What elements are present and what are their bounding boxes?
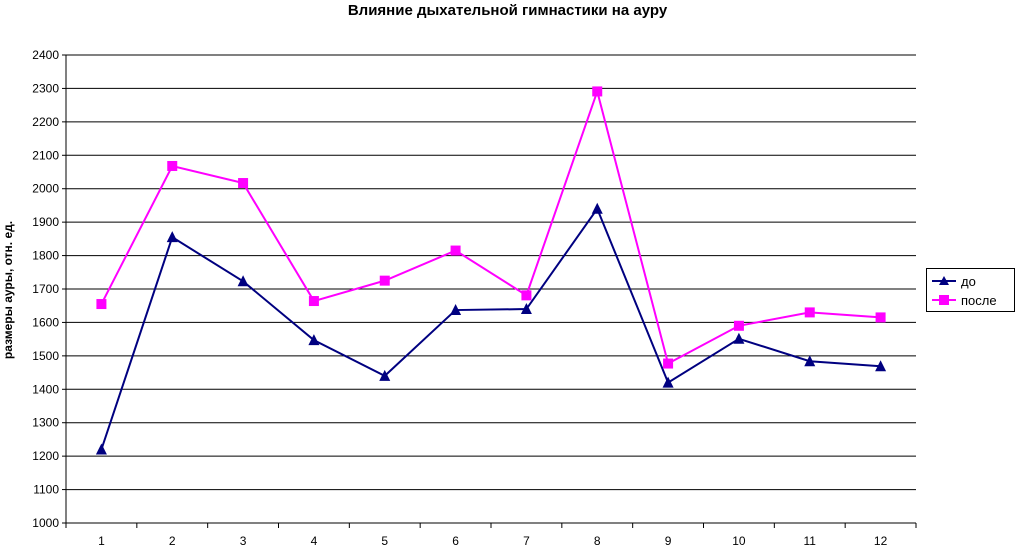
series-line-2 <box>100 87 881 366</box>
data-point-triangle <box>520 303 532 315</box>
y-tick-label: 1100 <box>33 483 59 497</box>
chart-title: Влияние дыхательной гимнастики на ауру <box>347 2 668 19</box>
data-point-square <box>450 245 461 256</box>
x-tick-label: 8 <box>594 534 601 548</box>
data-point-square <box>592 86 603 97</box>
data-point-triangle <box>662 376 674 388</box>
y-tick-label: 1700 <box>32 282 59 296</box>
x-tick-label: 6 <box>452 534 459 548</box>
data-point-triangle <box>166 231 178 243</box>
data-point-square <box>308 296 319 307</box>
data-point-triangle <box>875 360 887 372</box>
x-tick-label: 2 <box>169 534 176 548</box>
data-point-triangle <box>95 443 107 455</box>
data-point-triangle <box>733 332 745 344</box>
data-point-square <box>96 299 107 310</box>
data-point-square <box>238 178 249 189</box>
data-point-square <box>875 312 886 323</box>
data-point-square <box>379 275 390 286</box>
x-tick-label: 1 <box>98 534 105 548</box>
x-tick-label: 12 <box>874 534 888 548</box>
legend-item-series-1: до <box>931 273 976 289</box>
x-tick-label: 4 <box>311 534 318 548</box>
x-tick-label: 5 <box>381 534 388 548</box>
legend-marker-square-icon <box>932 295 956 305</box>
x-tick-label: 7 <box>523 534 530 548</box>
x-tick-label: 9 <box>665 534 672 548</box>
data-point-triangle <box>450 304 462 316</box>
x-tick-label: 11 <box>804 534 817 548</box>
y-tick-label: 2400 <box>32 48 59 62</box>
data-point-triangle <box>591 202 603 214</box>
y-tick-label: 2200 <box>32 115 59 129</box>
data-point-triangle <box>237 275 249 287</box>
legend-label-series-2: после <box>961 292 997 308</box>
y-tick-label: 1800 <box>32 249 59 263</box>
legend-item-series-2: после <box>931 292 997 308</box>
y-tick-label: 1200 <box>32 449 59 463</box>
data-point-square <box>167 160 178 171</box>
legend-marker-triangle-icon <box>932 276 956 285</box>
y-tick-label: 2000 <box>32 182 59 196</box>
y-tick-label: 1000 <box>32 516 59 530</box>
data-point-square <box>521 290 532 301</box>
y-tick-label: 2100 <box>32 148 59 162</box>
y-tick-label: 1300 <box>32 416 59 430</box>
data-point-square <box>733 320 744 331</box>
y-tick-label: 1500 <box>32 349 59 363</box>
legend: до после <box>926 268 1015 312</box>
y-tick-label: 2300 <box>32 81 59 95</box>
y-tick-label: 1600 <box>32 315 59 329</box>
data-point-square <box>663 358 674 369</box>
series-line-1 <box>100 206 881 450</box>
y-tick-label: 1400 <box>32 382 59 396</box>
data-point-triangle <box>379 369 391 381</box>
legend-label-series-1: до <box>961 273 976 289</box>
x-tick-label: 10 <box>732 534 746 548</box>
y-tick-label: 1900 <box>32 215 59 229</box>
data-point-square <box>804 307 815 318</box>
data-point-triangle <box>804 355 816 367</box>
x-tick-label: 3 <box>240 534 247 548</box>
data-point-triangle <box>308 334 320 346</box>
